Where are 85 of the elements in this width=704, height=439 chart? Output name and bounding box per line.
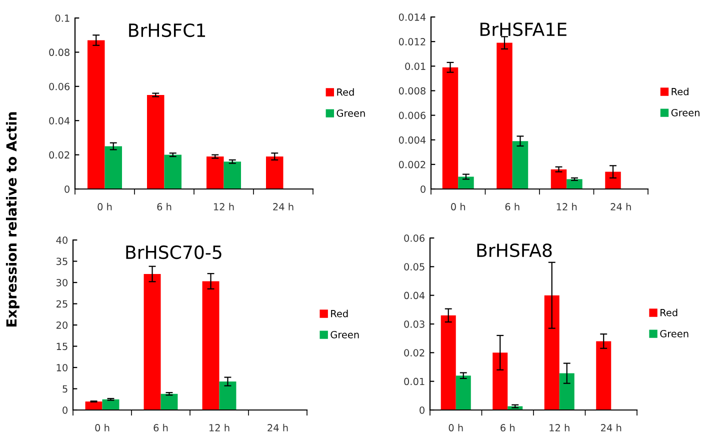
legend-label: Green bbox=[330, 331, 359, 338]
y-tick-label: 15 bbox=[56, 342, 68, 350]
legend-label: Red bbox=[337, 88, 354, 96]
x-tick-label: 24 h bbox=[610, 202, 631, 210]
y-tick-label: 0.012 bbox=[398, 38, 426, 46]
bar bbox=[224, 162, 242, 189]
bar bbox=[104, 146, 122, 189]
bar bbox=[102, 399, 120, 410]
legend-label: Red bbox=[331, 310, 348, 318]
y-tick-label: 0.004 bbox=[398, 136, 426, 144]
x-tick-label: 12 h bbox=[556, 202, 577, 210]
legend-label: Green bbox=[336, 110, 365, 117]
x-tick-label: 6 h bbox=[500, 424, 515, 432]
x-tick-label: 0 h bbox=[448, 424, 463, 432]
y-tick-label: 20 bbox=[56, 321, 68, 329]
x-tick-label: 0 h bbox=[95, 424, 110, 432]
y-tick-label: 0.08 bbox=[49, 48, 70, 56]
bar bbox=[146, 94, 164, 189]
chart-title: BrHSFA8 bbox=[477, 243, 552, 258]
x-tick-label: 6 h bbox=[157, 202, 172, 210]
bar bbox=[442, 67, 458, 189]
y-tick-label: 0.002 bbox=[398, 160, 426, 168]
y-tick-label: 0.006 bbox=[398, 112, 426, 120]
x-tick-label: 6 h bbox=[154, 424, 168, 432]
bar bbox=[144, 274, 161, 410]
bar bbox=[512, 141, 528, 189]
y-tick-label: 0.04 bbox=[49, 117, 70, 124]
x-tick-label: 12 h bbox=[210, 424, 230, 432]
bar bbox=[559, 373, 574, 410]
y-tick-label: 0 bbox=[64, 185, 70, 193]
y-tick-label: 0.06 bbox=[49, 82, 70, 90]
y-tick-label: 0.02 bbox=[49, 151, 70, 159]
y-tick-label: 0 bbox=[420, 185, 426, 193]
y-axis-title: Expression relative to Actin bbox=[6, 112, 20, 327]
bar bbox=[544, 295, 560, 410]
bar bbox=[605, 172, 621, 189]
chart-title: BrHSFA1E bbox=[480, 22, 566, 36]
bar bbox=[596, 341, 612, 410]
y-tick-label: 0.01 bbox=[405, 62, 426, 70]
y-tick-label: 35 bbox=[56, 258, 68, 266]
y-tick-label: 5 bbox=[62, 385, 68, 393]
legend-label: Red bbox=[672, 88, 688, 96]
y-tick-label: 0.1 bbox=[55, 14, 70, 22]
x-tick-label: 0 h bbox=[451, 202, 466, 210]
y-tick-label: 0.014 bbox=[398, 13, 426, 21]
y-tick-label: 0 bbox=[62, 406, 68, 414]
y-tick-label: 30 bbox=[56, 278, 68, 286]
x-tick-label: 12 h bbox=[214, 202, 234, 210]
y-tick-label: 10 bbox=[56, 364, 68, 372]
bar bbox=[458, 176, 474, 189]
y-tick-label: 25 bbox=[56, 300, 68, 308]
legend-label: Green bbox=[660, 330, 688, 338]
y-tick-label: 0.06 bbox=[404, 234, 425, 242]
x-tick-label: 24 h bbox=[268, 424, 288, 432]
x-tick-label: 24 h bbox=[273, 202, 294, 210]
legend-label: Green bbox=[671, 109, 700, 116]
bar bbox=[456, 376, 471, 410]
y-tick-label: 40 bbox=[56, 236, 68, 244]
x-tick-label: 24 h bbox=[601, 424, 622, 432]
bar bbox=[87, 40, 105, 189]
y-tick-label: 0.03 bbox=[404, 320, 424, 328]
x-tick-label: 12 h bbox=[550, 424, 570, 432]
y-tick-label: 0 bbox=[420, 406, 424, 414]
bar bbox=[164, 154, 182, 189]
y-tick-label: 0.05 bbox=[404, 263, 424, 270]
chart-title: BrHSC70-5 bbox=[126, 245, 222, 260]
y-tick-label: 0.04 bbox=[404, 292, 425, 300]
bar bbox=[496, 42, 512, 189]
bar bbox=[566, 179, 582, 189]
bar bbox=[266, 156, 284, 189]
chart-title: BrHSFC1 bbox=[129, 23, 206, 38]
bar bbox=[160, 394, 178, 410]
bar bbox=[440, 315, 456, 410]
bar bbox=[219, 382, 236, 410]
bar bbox=[206, 156, 224, 189]
legend-label: Red bbox=[660, 308, 678, 316]
y-tick-label: 0.008 bbox=[398, 87, 426, 95]
x-tick-label: 6 h bbox=[505, 202, 520, 210]
x-tick-label: 0 h bbox=[98, 202, 112, 210]
y-tick-label: 0.02 bbox=[404, 349, 424, 356]
bar bbox=[202, 281, 220, 410]
bar bbox=[492, 352, 508, 410]
y-tick-label: 0.01 bbox=[404, 378, 424, 386]
bar bbox=[85, 402, 102, 410]
bar bbox=[550, 169, 567, 189]
